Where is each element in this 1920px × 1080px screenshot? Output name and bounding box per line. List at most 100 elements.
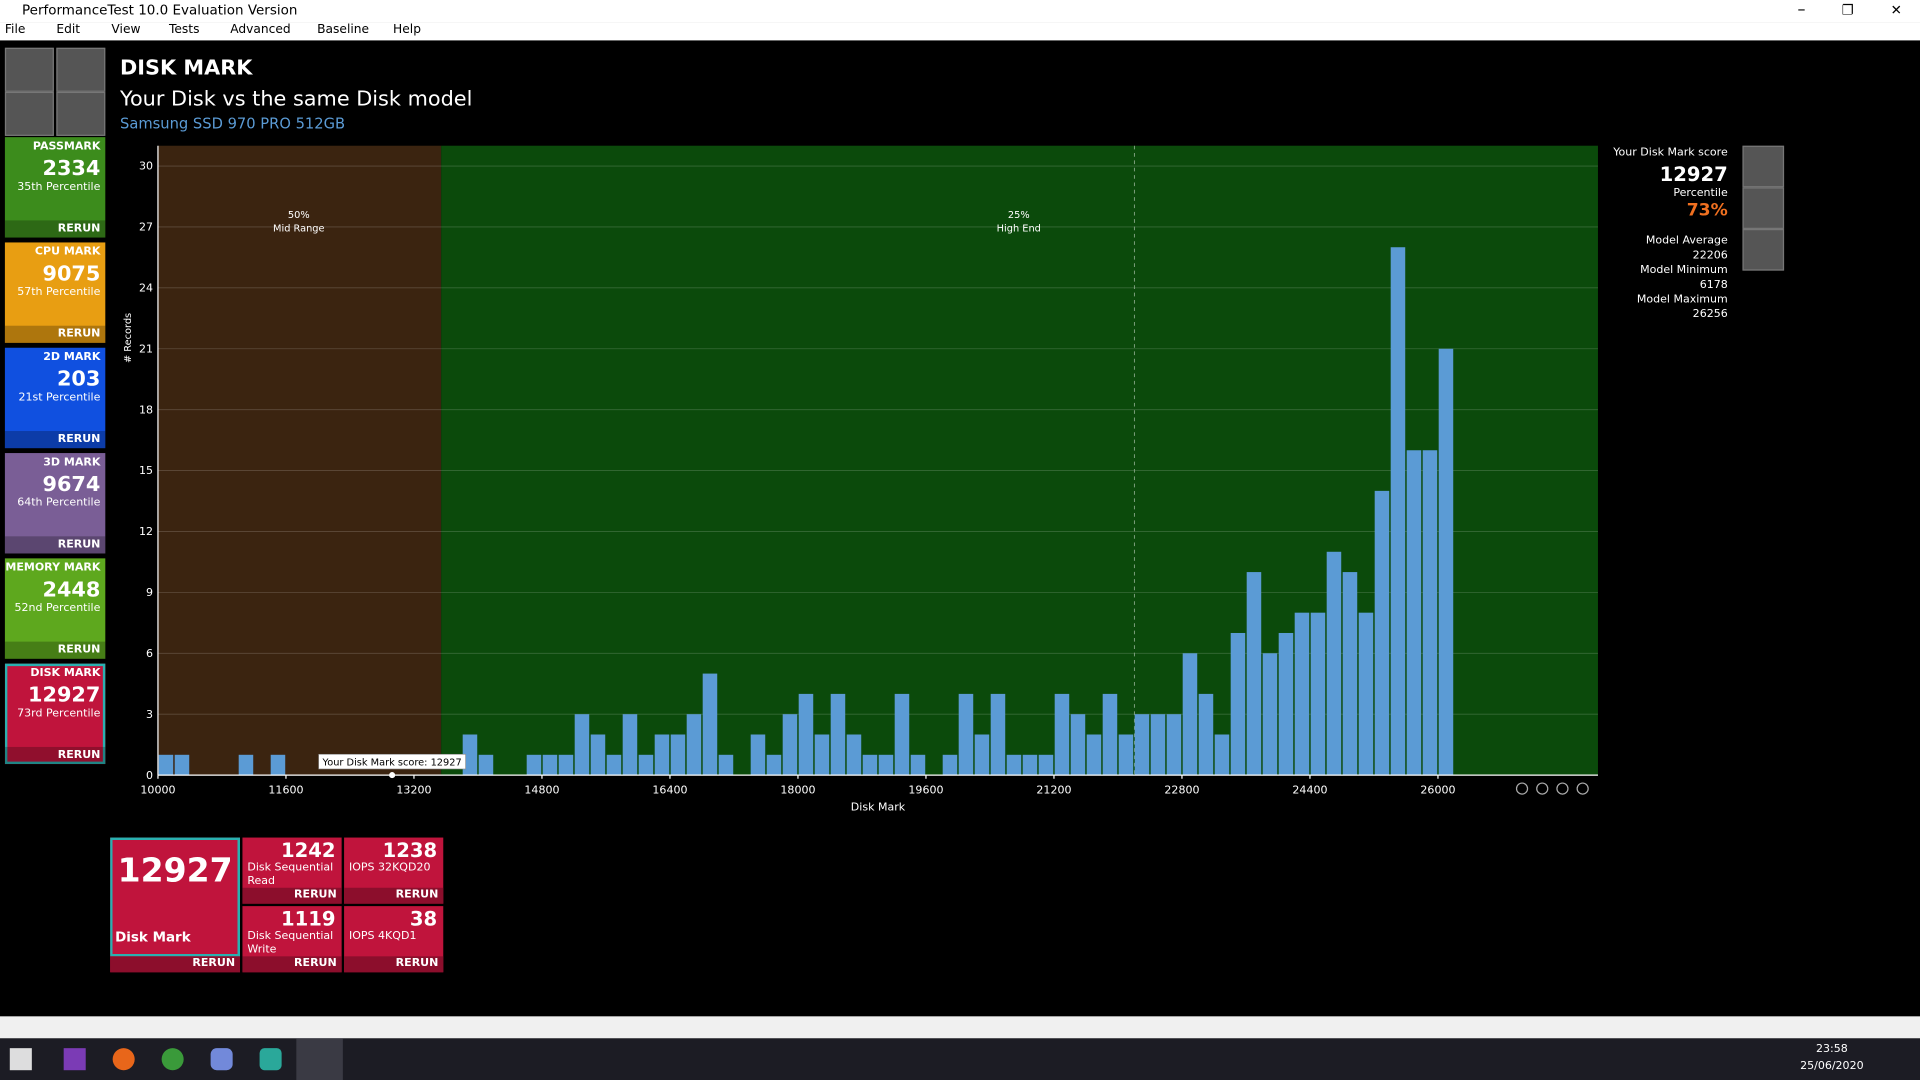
test-result-tile[interactable]: 1119 Disk Sequential Write RERUN [242,906,342,973]
zoom-fit-button[interactable] [1556,782,1569,795]
menu-item[interactable]: Baseline [317,23,370,37]
histogram-bar [1262,653,1278,776]
histogram-bar [558,754,574,776]
histogram-bar [174,754,190,776]
zoom-reset-button[interactable] [1576,782,1589,795]
tile-percentile: 52nd Percentile [14,602,101,615]
rerun-button[interactable]: RERUN [4,536,106,554]
histogram-bar [846,734,862,776]
menu-item[interactable]: Edit [56,23,81,37]
sidebar-tile[interactable]: MEMORY MARK 2448 52nd Percentile RERUN [4,558,106,659]
y-tick-label: 12 [139,525,153,538]
rerun-button[interactable]: RERUN [4,746,106,765]
rerun-button[interactable]: RERUN [4,325,106,343]
tile-name: DISK MARK [30,667,101,680]
rerun-button[interactable]: RERUN [4,220,106,238]
test-result-tile[interactable]: 1242 Disk Sequential Read RERUN [242,837,342,904]
stat-label: Model Minimum [1640,264,1728,277]
histogram-bar [1182,653,1198,776]
test-score: 38 [409,907,438,931]
performancetest-icon[interactable] [296,1038,343,1080]
menu-bar: File Edit View Tests Advanced Baseline Help [0,22,1920,41]
histogram-bar [718,754,734,776]
report-button[interactable] [1742,145,1785,188]
zoom-out-button[interactable] [1515,782,1529,795]
zoom-in-button[interactable] [1536,782,1549,795]
histogram-bar [1070,714,1086,776]
system-info-button[interactable] [56,47,106,92]
histogram-bar [814,734,830,776]
menu-item[interactable]: File [4,23,26,37]
menu-item[interactable]: Tests [168,23,200,37]
y-tick-label: 24 [139,282,153,295]
y-tick-label: 18 [139,403,153,416]
marker-tooltip-box [318,753,466,770]
y-tick-label: 6 [146,647,153,660]
histogram-bar [686,714,702,776]
sidebar-tile[interactable]: DISK MARK 12927 73rd Percentile RERUN [4,663,106,765]
histogram-bar [1358,612,1374,776]
histogram-bar [910,754,926,776]
histogram-bar [1310,612,1326,776]
histogram-bar [1134,714,1150,776]
rerun-button[interactable]: RERUN [242,887,342,904]
rerun-button[interactable]: RERUN [4,431,106,449]
upload-button[interactable] [4,91,54,136]
rerun-button[interactable]: RERUN [344,956,444,973]
hardware-button[interactable] [1742,228,1785,271]
test-score: 1242 [280,838,336,863]
tile-name: 2D MARK [43,351,101,364]
histogram-bar [1166,714,1182,776]
y-tick-label: 27 [139,221,153,234]
rerun-button[interactable]: RERUN [344,887,444,904]
marker-tooltip: Your Disk Mark score: 12927 [322,757,462,768]
close-button[interactable]: ✕ [1890,2,1902,19]
discord-icon[interactable] [210,1048,233,1071]
tile-percentile: 35th Percentile [17,181,101,194]
x-tick-label: 19600 [908,783,943,796]
stat-value: 22206 [1692,249,1728,263]
maximize-button[interactable]: ❐ [1841,2,1854,19]
histogram-bar [462,734,478,776]
histogram-chart: 50% Mid Range 25% High End 0 3 6 9 12 15 18 21 24 27 3… [123,145,1598,814]
histogram-bar [1278,632,1294,776]
histogram-bar [942,754,958,776]
rerun-button[interactable]: RERUN [242,956,342,973]
onenote-icon[interactable] [63,1048,86,1071]
histogram-bar [862,754,878,776]
x-tick-label: 16400 [652,783,687,796]
test-result-tile[interactable]: 1238 IOPS 32KQD20 RERUN [344,837,444,904]
chrome-icon[interactable] [161,1048,184,1071]
start-button[interactable] [9,1048,32,1071]
app-icon[interactable] [259,1048,282,1071]
histogram-bar [1086,734,1102,776]
test-result-tile[interactable]: 38 IOPS 4KQD1 RERUN [344,906,444,973]
x-tick-label: 10000 [140,783,175,796]
firefox-icon[interactable] [112,1048,135,1071]
sidebar-tile[interactable]: 2D MARK 203 21st Percentile RERUN [4,347,106,449]
histogram-bar [542,754,558,776]
histogram-bar [1102,693,1118,776]
page-title: DISK MARK [120,56,253,81]
rerun-button[interactable]: RERUN [110,956,241,973]
sidebar-tile[interactable]: CPU MARK 9075 57th Percentile RERUN [4,242,106,343]
histogram-bar [590,734,606,776]
page-subtitle: Your Disk vs the same Disk model [120,86,473,112]
histogram-bar [798,693,814,776]
minimize-button[interactable]: – [1797,1,1806,20]
menu-item[interactable]: Help [393,23,421,37]
menu-item[interactable]: View [111,23,141,37]
x-tick-label: 21200 [1036,783,1071,796]
main-result-tile[interactable]: 12927 Disk Mark RERUN [110,837,241,973]
percentile-value: 73% [1686,200,1728,221]
home-button[interactable] [4,47,54,92]
world-button[interactable] [1742,187,1785,229]
histogram-bar [1246,572,1262,776]
rerun-button[interactable]: RERUN [4,641,106,659]
settings-button[interactable] [56,91,106,136]
sidebar-tile[interactable]: 3D MARK 9674 64th Percentile RERUN [4,453,106,554]
menu-item[interactable]: Advanced [230,23,291,37]
x-tick-label: 26000 [1420,783,1455,796]
sidebar-tile[interactable]: PASSMARK 2334 35th Percentile RERUN [4,137,106,238]
histogram-bar [782,714,798,776]
